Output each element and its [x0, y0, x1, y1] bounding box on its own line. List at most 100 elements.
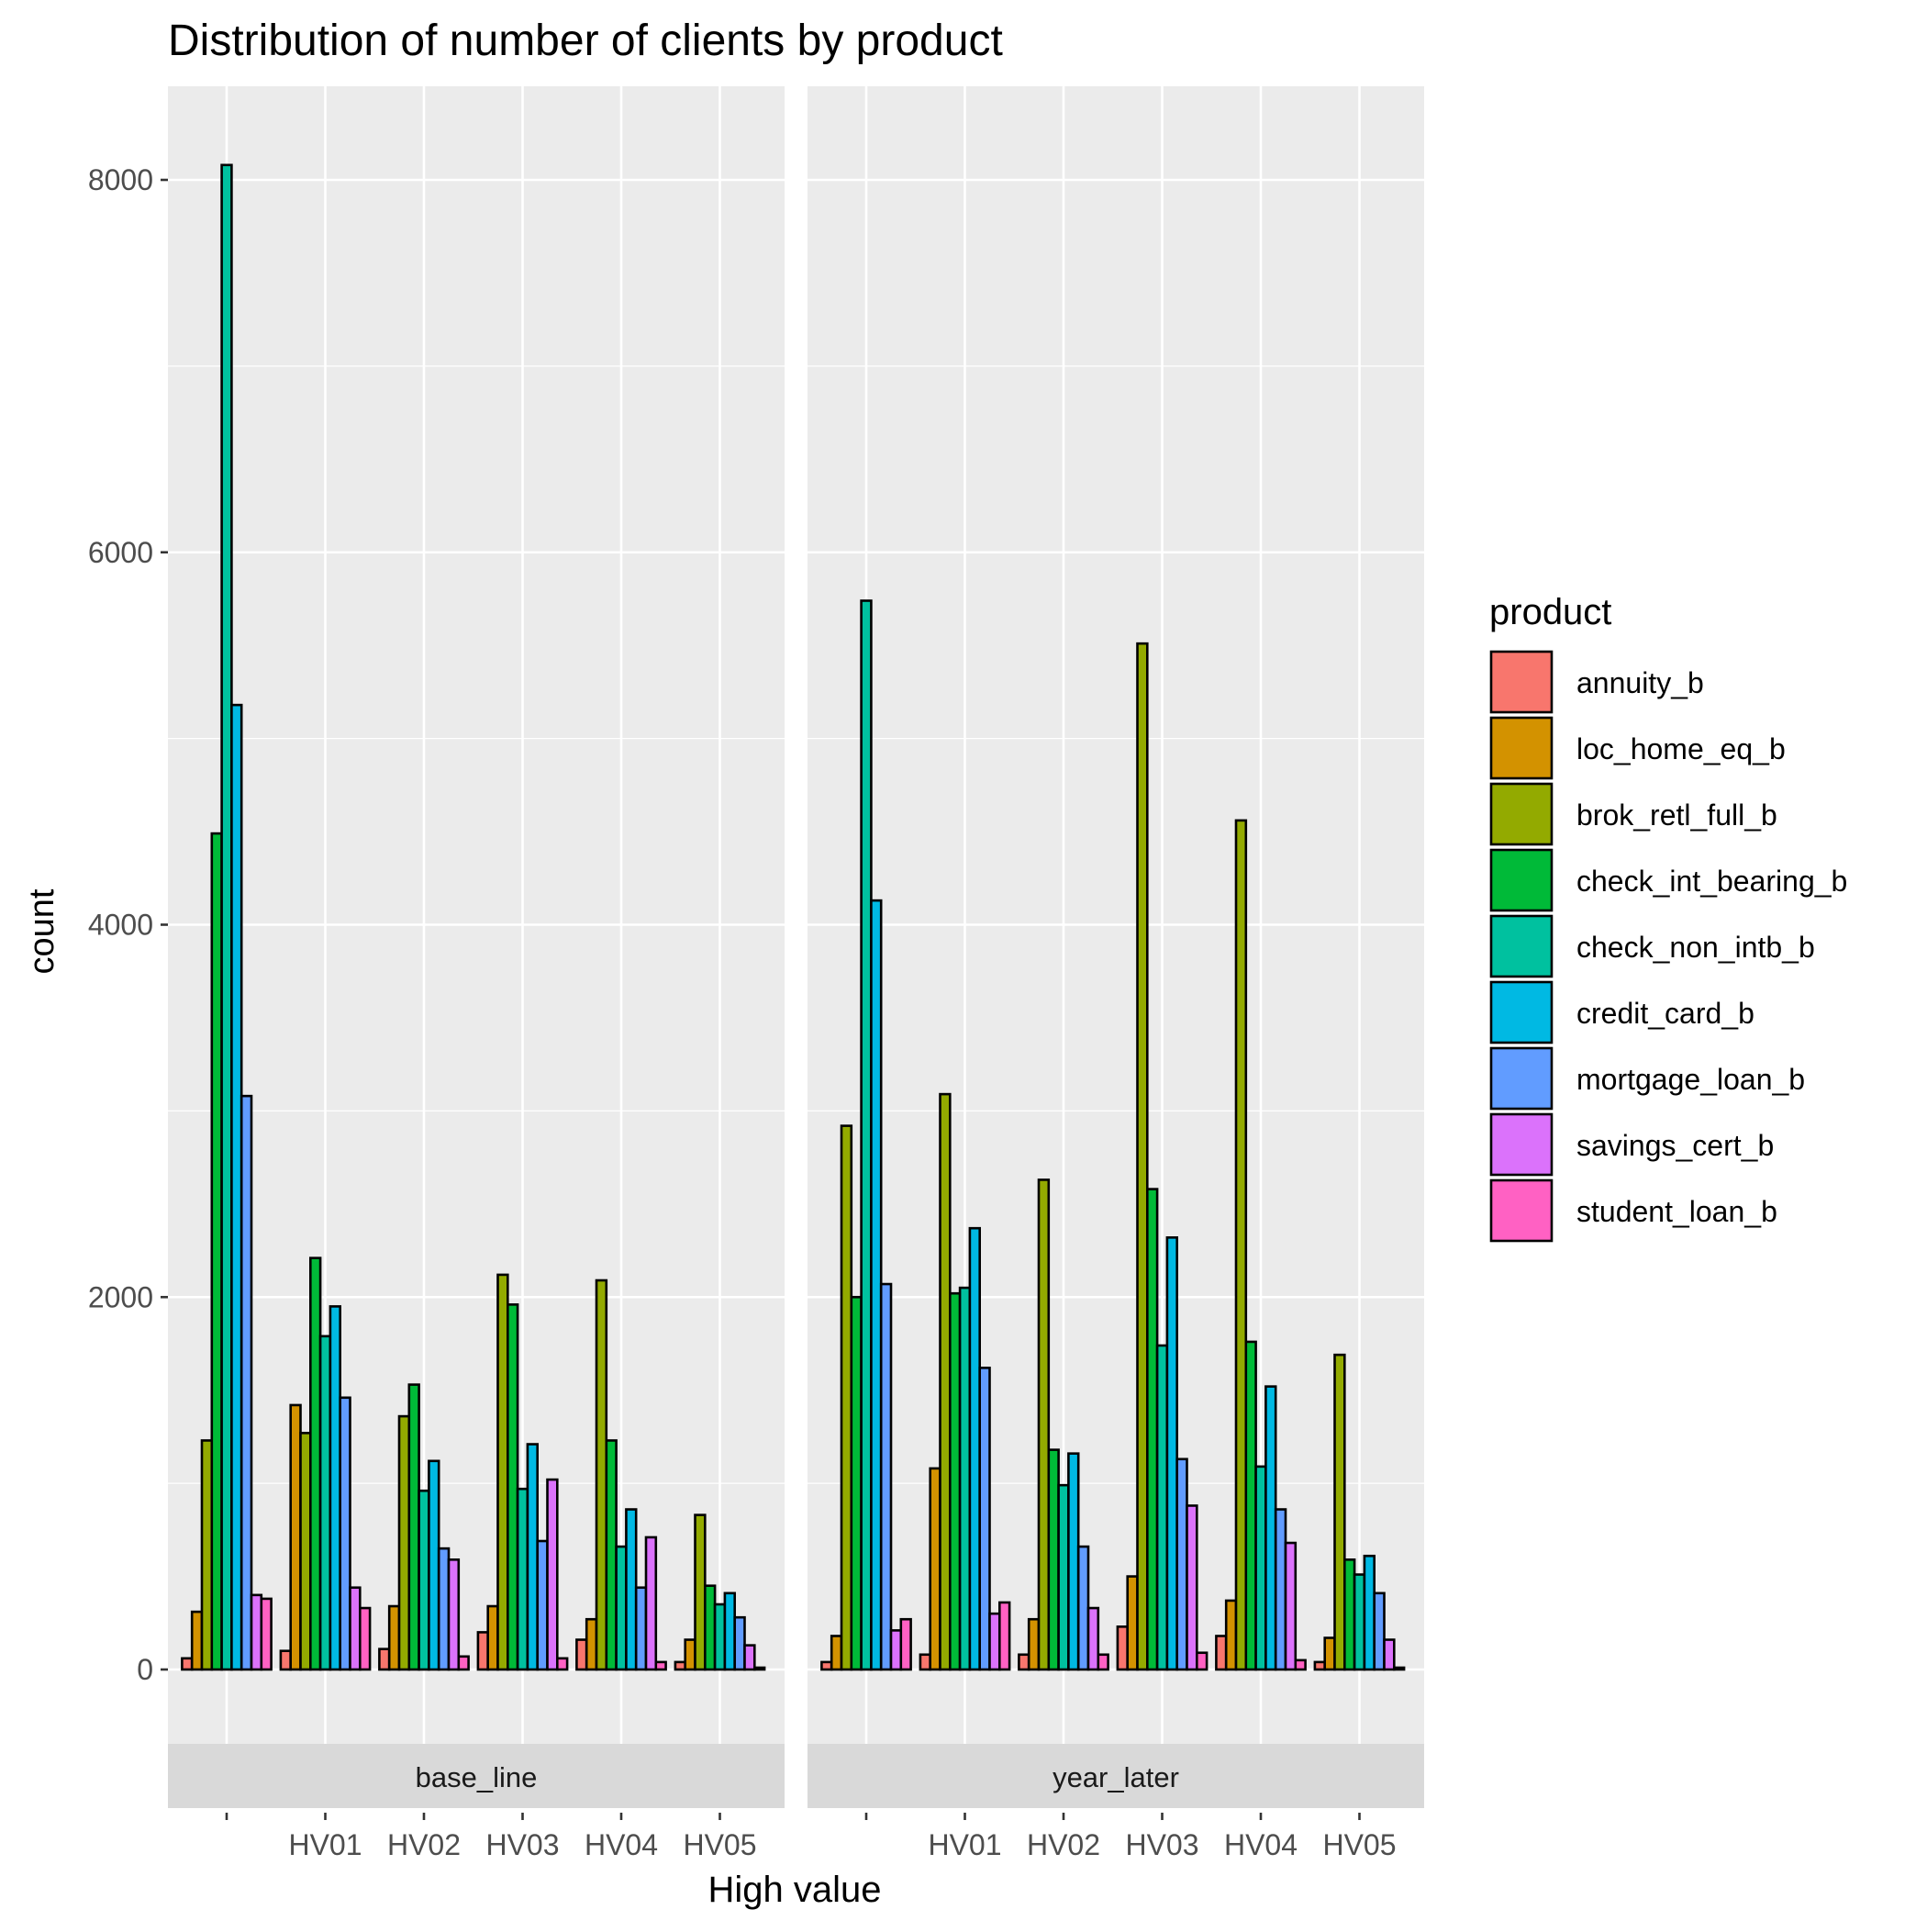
- bar-savings_cert_b: [1086, 1606, 1100, 1671]
- bar-savings_cert_b: [546, 1478, 559, 1671]
- bar-brok_retl_full_b: [397, 1414, 411, 1671]
- bar-check_non_intb_b: [860, 599, 873, 1671]
- bar-check_int_bearing_b: [1343, 1558, 1356, 1671]
- legend-item-loc_home_eq_b: loc_home_eq_b: [1489, 716, 1786, 780]
- legend-label: mortgage_loan_b: [1576, 1063, 1805, 1096]
- bar-mortgage_loan_b: [1175, 1457, 1188, 1671]
- bar-credit_card_b: [526, 1443, 540, 1671]
- bar-credit_card_b: [870, 899, 883, 1671]
- panel-background: [168, 86, 785, 1744]
- legend-swatch: [1489, 650, 1554, 714]
- bar-savings_cert_b: [1186, 1504, 1198, 1671]
- bar-check_non_intb_b: [713, 1603, 727, 1671]
- y-tick-label: 0: [137, 1653, 153, 1686]
- bar-loc_home_eq_b: [190, 1610, 204, 1671]
- legend-item-mortgage_loan_b: mortgage_loan_b: [1489, 1046, 1805, 1111]
- x-tick-label: HV01: [288, 1828, 362, 1861]
- x-tick-label: HV02: [387, 1828, 461, 1861]
- bar-credit_card_b: [428, 1459, 440, 1671]
- bar-check_non_intb_b: [516, 1487, 529, 1671]
- bar-loc_home_eq_b: [1323, 1636, 1336, 1671]
- bar-annuity_b: [181, 1657, 194, 1671]
- bar-mortgage_loan_b: [1076, 1545, 1090, 1671]
- y-tick-label: 8000: [88, 163, 153, 196]
- x-tick-label: HV02: [1027, 1828, 1100, 1861]
- legend-swatch: [1489, 980, 1554, 1044]
- bar-annuity_b: [820, 1660, 833, 1671]
- legend-swatch: [1489, 848, 1554, 912]
- bar-brok_retl_full_b: [939, 1092, 952, 1671]
- bar-credit_card_b: [329, 1305, 341, 1671]
- chart-title: Distribution of number of clients by pro…: [168, 17, 1003, 65]
- bar-mortgage_loan_b: [437, 1547, 451, 1671]
- bar-group-HV03: [1116, 642, 1209, 1671]
- bar-check_non_intb_b: [958, 1286, 972, 1671]
- legend-label: loc_home_eq_b: [1576, 732, 1786, 765]
- bar-savings_cert_b: [447, 1558, 461, 1671]
- facet-label: base_line: [416, 1761, 538, 1793]
- bar-savings_cert_b: [644, 1536, 658, 1671]
- bar-student_loan_b: [1294, 1658, 1307, 1671]
- bar-brok_retl_full_b: [1234, 819, 1248, 1671]
- bar-group-HV03: [476, 1273, 569, 1671]
- bar-brok_retl_full_b: [595, 1279, 608, 1671]
- legend-items: annuity_b loc_home_eq_b brok_retl_full_bch…: [1489, 650, 1847, 1243]
- legend-label: brok_retl_full_b: [1576, 798, 1777, 832]
- x-axis-label: High value: [707, 1870, 881, 1910]
- bar-mortgage_loan_b: [1373, 1591, 1386, 1671]
- bar-group-HV02: [378, 1383, 470, 1671]
- facet-label: year_later: [1053, 1761, 1179, 1793]
- legend-swatch: [1489, 1046, 1554, 1111]
- legend-item-check_int_bearing_b: check_int_bearing_b: [1489, 848, 1847, 912]
- legend-label: credit_card_b: [1576, 997, 1754, 1030]
- bar-savings_cert_b: [988, 1612, 1001, 1671]
- bar-group-HV04: [1215, 819, 1307, 1671]
- panels: base_line HV01 HV02 HV03 HV04 HV05 year_later H…: [88, 86, 1424, 1861]
- legend-item-savings_cert_b: savings_cert_b: [1489, 1112, 1774, 1177]
- bar-check_non_intb_b: [418, 1489, 430, 1671]
- bar-mortgage_loan_b: [536, 1539, 549, 1671]
- bar-check_non_intb_b: [1155, 1344, 1169, 1671]
- legend-item-credit_card_b: credit_card_b: [1489, 980, 1754, 1044]
- bar-annuity_b: [378, 1647, 391, 1671]
- bar-loc_home_eq_b: [585, 1617, 598, 1671]
- bar-annuity_b: [1215, 1635, 1228, 1671]
- legend-swatch: [1489, 782, 1554, 846]
- bar-loc_home_eq_b: [1126, 1575, 1139, 1671]
- bar-group-blank: [820, 599, 912, 1671]
- bar-brok_retl_full_b: [840, 1124, 853, 1671]
- bar-annuity_b: [1116, 1625, 1130, 1671]
- bar-student_loan_b: [260, 1597, 273, 1671]
- bar-credit_card_b: [723, 1591, 737, 1671]
- bar-brok_retl_full_b: [1037, 1178, 1051, 1671]
- bar-check_non_intb_b: [1353, 1573, 1366, 1671]
- bar-check_non_intb_b: [615, 1545, 628, 1671]
- legend-swatch: [1489, 716, 1554, 780]
- bar-mortgage_loan_b: [733, 1615, 746, 1671]
- legend-item-annuity_b: annuity_b: [1489, 650, 1704, 714]
- bar-mortgage_loan_b: [879, 1282, 893, 1671]
- bar-group-HV05: [674, 1513, 766, 1671]
- legend-item-student_loan_b: student_loan_b: [1489, 1178, 1777, 1243]
- legend-label: student_loan_b: [1576, 1195, 1777, 1228]
- bar-check_int_bearing_b: [949, 1291, 962, 1671]
- bar-check_non_intb_b: [318, 1335, 332, 1671]
- legend-item-brok_retl_full_b: brok_retl_full_b: [1489, 782, 1777, 846]
- bar-credit_card_b: [1264, 1385, 1277, 1671]
- bar-savings_cert_b: [1383, 1638, 1396, 1671]
- bar-savings_cert_b: [743, 1644, 756, 1671]
- bar-annuity_b: [575, 1638, 588, 1671]
- bar-mortgage_loan_b: [1274, 1508, 1287, 1671]
- x-tick-label: HV04: [1224, 1828, 1298, 1861]
- legend-label: check_int_bearing_b: [1576, 865, 1847, 898]
- bar-student_loan_b: [998, 1601, 1011, 1671]
- legend: product annuity_b loc_home_eq_b brok_retl_…: [1489, 592, 1847, 1243]
- bar-group-HV02: [1018, 1178, 1109, 1671]
- x-tick-label: HV05: [1322, 1828, 1396, 1861]
- bar-loc_home_eq_b: [684, 1638, 696, 1671]
- bar-group-HV05: [1313, 1353, 1406, 1671]
- bar-annuity_b: [919, 1653, 932, 1671]
- bar-student_loan_b: [899, 1617, 912, 1671]
- bar-loc_home_eq_b: [289, 1403, 302, 1671]
